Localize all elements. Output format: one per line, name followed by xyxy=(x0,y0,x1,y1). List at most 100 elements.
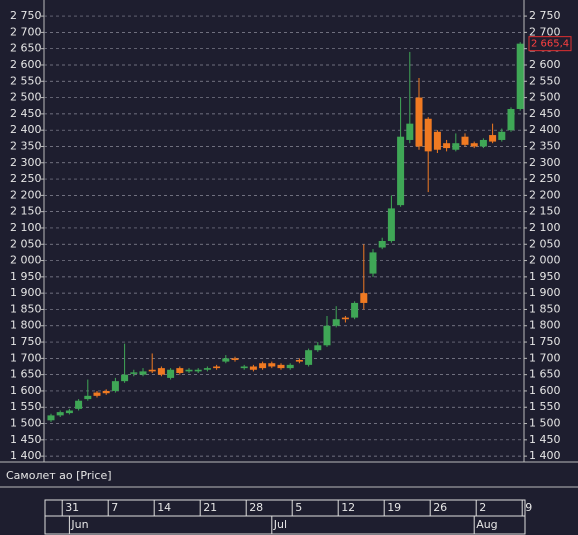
candle-body xyxy=(84,395,92,400)
candle-body xyxy=(213,366,221,369)
y-tick-label: 2 300 xyxy=(10,156,42,169)
candle-body xyxy=(387,208,395,241)
y-tick-label: 1 750 xyxy=(529,335,561,348)
y-tick-label: 1 550 xyxy=(529,400,561,413)
candle-body xyxy=(498,131,506,140)
candle-body xyxy=(249,366,257,370)
y-tick-label: 2 250 xyxy=(10,172,42,185)
candle-body xyxy=(507,108,515,131)
candle-body xyxy=(259,363,267,369)
candle-body xyxy=(148,369,156,372)
candle-body xyxy=(130,372,138,374)
y-tick-label: 1 900 xyxy=(10,286,42,299)
y-tick-label: 1 800 xyxy=(529,319,561,332)
month-label: Aug xyxy=(476,518,497,531)
y-tick-label: 2 000 xyxy=(10,254,42,267)
y-tick-label: 1 950 xyxy=(10,270,42,283)
y-tick-label: 1 450 xyxy=(10,433,42,446)
candle-body xyxy=(305,350,313,365)
candle-body xyxy=(203,368,211,370)
y-tick-label: 1 650 xyxy=(529,368,561,381)
y-tick-label: 1 400 xyxy=(10,449,42,462)
candle-body xyxy=(424,118,432,152)
y-tick-label: 2 350 xyxy=(10,139,42,152)
candle-body xyxy=(139,371,147,375)
candle-body xyxy=(397,136,405,206)
y-tick-label: 1 800 xyxy=(10,319,42,332)
y-tick-label: 2 100 xyxy=(10,221,42,234)
y-tick-label: 2 450 xyxy=(529,107,561,120)
candle-body xyxy=(121,374,129,382)
candle-body xyxy=(56,412,64,416)
x-tick-label: 19 xyxy=(387,501,401,514)
candle-body xyxy=(323,325,331,346)
y-tick-label: 1 850 xyxy=(529,302,561,315)
y-tick-label: 2 200 xyxy=(10,188,42,201)
y-tick-label: 2 050 xyxy=(10,237,42,250)
y-tick-label: 1 450 xyxy=(529,433,561,446)
y-tick-label: 1 850 xyxy=(10,302,42,315)
x-tick-label: 12 xyxy=(341,501,355,514)
candle-body xyxy=(47,415,55,421)
month-label: Jul xyxy=(273,518,287,531)
candle-body xyxy=(479,139,487,147)
candle-body xyxy=(516,43,524,109)
candle-body xyxy=(470,143,478,147)
candle-body xyxy=(415,97,423,147)
y-tick-label: 2 450 xyxy=(10,107,42,120)
y-tick-label: 2 650 xyxy=(10,42,42,55)
y-tick-label: 2 500 xyxy=(10,91,42,104)
y-tick-label: 1 700 xyxy=(529,351,561,364)
x-tick-label: 28 xyxy=(249,501,263,514)
y-tick-label: 2 700 xyxy=(10,25,42,38)
y-tick-label: 2 600 xyxy=(529,58,561,71)
y-tick-label: 2 250 xyxy=(529,172,561,185)
y-tick-label: 1 700 xyxy=(10,351,42,364)
y-tick-label: 1 650 xyxy=(10,368,42,381)
time-axis xyxy=(44,499,526,535)
y-tick-label: 2 550 xyxy=(529,74,561,87)
x-tick-label: 2 xyxy=(479,501,486,514)
y-tick-label: 1 400 xyxy=(529,449,561,462)
candle-body xyxy=(341,317,349,320)
candle-body xyxy=(295,359,303,362)
candle-body xyxy=(332,319,340,326)
y-tick-label: 2 150 xyxy=(529,205,561,218)
candle-body xyxy=(194,369,202,372)
candle-body xyxy=(433,131,441,150)
y-tick-label: 2 500 xyxy=(529,91,561,104)
candle-body xyxy=(65,410,73,414)
y-tick-label: 2 000 xyxy=(529,254,561,267)
y-tick-label: 2 750 xyxy=(529,9,561,22)
y-tick-label: 1 500 xyxy=(10,417,42,430)
candle-body xyxy=(314,345,322,351)
x-tick-label: 9 xyxy=(525,501,532,514)
candle-body xyxy=(452,143,460,150)
candle-body xyxy=(185,369,193,372)
candle-body xyxy=(378,240,386,248)
candle-body xyxy=(111,381,119,391)
candle-body xyxy=(240,366,248,369)
y-tick-label: 2 550 xyxy=(10,74,42,87)
y-tick-label: 2 050 xyxy=(529,237,561,250)
candle-body xyxy=(231,358,239,360)
candle-body xyxy=(369,252,377,274)
candle-body xyxy=(176,368,184,374)
y-tick-label: 2 200 xyxy=(529,188,561,201)
candle-body xyxy=(443,143,451,149)
y-tick-label: 2 400 xyxy=(529,123,561,136)
candle-body xyxy=(286,364,294,369)
candle-body xyxy=(351,302,359,318)
y-tick-label: 2 700 xyxy=(529,25,561,38)
last-price-label: 2 665,4 xyxy=(531,39,569,50)
y-tick-label: 2 400 xyxy=(10,123,42,136)
y-tick-label: 1 500 xyxy=(529,417,561,430)
y-tick-label: 1 950 xyxy=(529,270,561,283)
y-tick-label: 2 150 xyxy=(10,205,42,218)
candle-body xyxy=(277,364,285,369)
x-tick-label: 26 xyxy=(433,501,447,514)
candle-body xyxy=(360,293,368,303)
candle-body xyxy=(157,368,165,375)
